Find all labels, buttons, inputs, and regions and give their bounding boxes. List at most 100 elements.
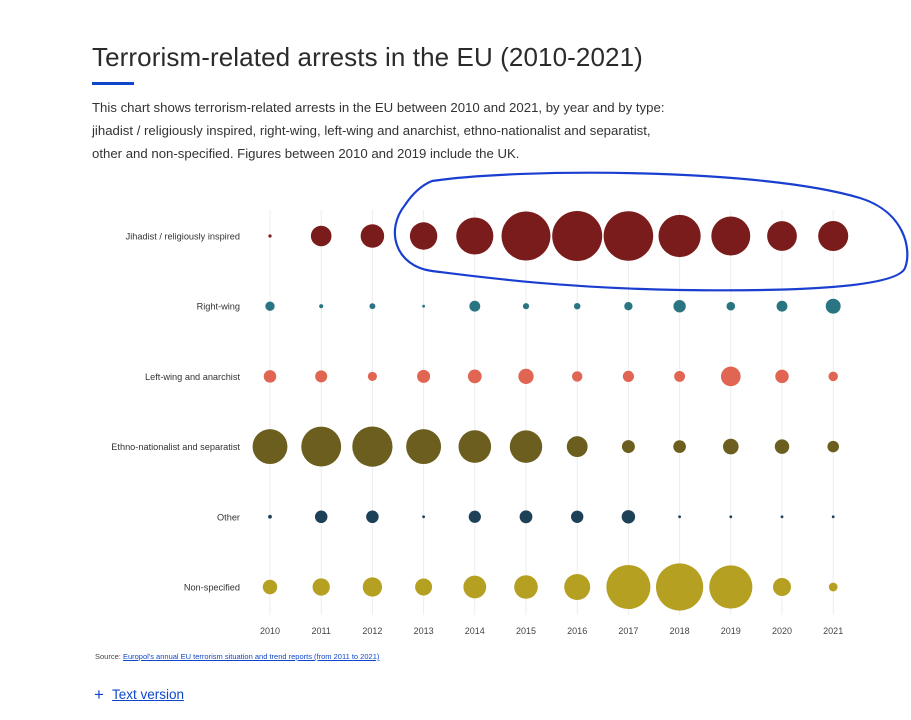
bubble[interactable]: Non-specified 2021: 22 (828, 582, 838, 592)
bubble[interactable]: Non-specified 2019: 536 (709, 565, 753, 609)
bubble[interactable]: Right-wing 2015: 11 (522, 303, 530, 310)
bubble[interactable]: Other 2017: 52 (621, 510, 636, 524)
bubble[interactable]: Right-wing 2018: 44 (673, 300, 686, 313)
bubble[interactable]: Jihadist / religiously inspired 2020: 25… (767, 221, 797, 251)
bubble[interactable]: Other 2021: 2 (831, 515, 835, 519)
plus-icon: + (94, 685, 104, 704)
x-tick-label: 2011 (312, 626, 331, 636)
x-tick-label: 2017 (618, 626, 638, 636)
bubble[interactable]: Non-specified 2013: 83 (415, 578, 433, 596)
bubble[interactable]: Ethno-nationalist and separatist 2016: 1… (566, 436, 588, 458)
bubble[interactable]: Ethno-nationalist and separatist 2020: 6… (774, 439, 790, 454)
page-title: Terrorism-related arrests in the EU (201… (92, 42, 643, 72)
bubble[interactable]: Left-wing and anarchist 2018: 34 (674, 370, 686, 382)
x-tick-label: 2015 (516, 626, 536, 636)
bubble[interactable]: Ethno-nationalist and separatist 2021: 3… (827, 440, 839, 453)
x-tick-label: 2019 (721, 626, 741, 636)
x-tick-label: 2016 (567, 626, 587, 636)
row-label: Ethno-nationalist and separatist (111, 442, 240, 452)
bubble[interactable]: Non-specified 2011: 86 (312, 578, 330, 596)
bubble[interactable]: Ethno-nationalist and separatist 2012: 4… (352, 426, 393, 467)
bubble[interactable]: Jihadist / religiously inspired 2010: 3 (268, 234, 272, 238)
bubble[interactable]: Non-specified 2015: 160 (514, 575, 538, 599)
bubble[interactable]: Jihadist / religiously inspired 2013: 21… (409, 222, 438, 250)
bubble[interactable]: Non-specified 2016: 194 (564, 574, 591, 600)
bubble[interactable]: Left-wing and anarchist 2019: 111 (720, 366, 741, 387)
chart-description: This chart shows terrorism-related arres… (92, 100, 665, 161)
bubble[interactable]: Left-wing and anarchist 2015: 67 (518, 368, 534, 385)
bubble[interactable]: Ethno-nationalist and separatist 2015: 3… (509, 430, 543, 463)
bubble[interactable]: Left-wing and anarchist 2021: 26 (828, 371, 838, 382)
bubble[interactable]: Ethno-nationalist and separatist 2010: 3… (252, 429, 288, 465)
x-tick-label: 2014 (465, 626, 485, 636)
bubble[interactable]: Left-wing and anarchist 2017: 36 (622, 370, 634, 382)
bubble[interactable]: Other 2016: 44 (571, 510, 584, 523)
bubble[interactable]: Right-wing 2012: 10 (369, 303, 376, 310)
bubble[interactable]: Jihadist / religiously inspired 2016: 71… (552, 211, 603, 261)
bubble[interactable]: Right-wing 2017: 20 (624, 302, 633, 311)
row-label: Other (217, 512, 240, 522)
source-note: Source: Europol's annual EU terrorism si… (95, 652, 379, 661)
bubble[interactable]: Left-wing and anarchist 2013: 49 (417, 369, 431, 383)
bubble[interactable]: Right-wing 2021: 64 (825, 298, 841, 314)
bubble[interactable]: Other 2020: 1 (780, 515, 784, 519)
bubble[interactable]: Right-wing 2010: 25 (265, 301, 275, 311)
x-tick-label: 2010 (260, 626, 280, 636)
x-tick-label: 2020 (772, 626, 792, 636)
bubble[interactable]: Other 2010: 4 (268, 514, 272, 519)
bubble[interactable]: Ethno-nationalist and separatist 2017: 4… (621, 440, 635, 454)
bubble[interactable]: Left-wing and anarchist 2020: 52 (775, 369, 789, 384)
title-underline (92, 82, 134, 85)
x-tick-label: 2012 (362, 626, 382, 636)
bubble[interactable]: Non-specified 2020: 93 (773, 578, 791, 596)
bubble[interactable]: Right-wing 2011: 5 (319, 304, 324, 309)
bubble[interactable]: Other 2018: 1 (678, 515, 681, 519)
bubble[interactable]: Ethno-nationalist and separatist 2018: 4… (673, 440, 686, 453)
bubble[interactable]: Non-specified 2012: 107 (362, 577, 383, 597)
bubble[interactable]: Jihadist / religiously inspired 2021: 26… (818, 220, 849, 252)
bubble[interactable]: Right-wing 2016: 12 (573, 302, 581, 310)
bubble[interactable]: Left-wing and anarchist 2011: 42 (315, 370, 328, 383)
bubble-chart: Jihadist / religiously inspired Jihadist … (111, 210, 849, 636)
bubble[interactable]: Other 2015: 47 (519, 510, 533, 524)
bubble[interactable]: Left-wing and anarchist 2012: 24 (367, 371, 377, 381)
bubble[interactable]: Right-wing 2019: 21 (726, 301, 736, 311)
source-link[interactable]: Europol's annual EU terrorism situation … (122, 652, 380, 661)
bubble[interactable]: Other 2014: 43 (468, 510, 481, 523)
bubble[interactable]: Jihadist / religiously inspired 2019: 43… (711, 216, 751, 256)
bubble[interactable]: Left-wing and anarchist 2016: 31 (572, 371, 583, 382)
bubble[interactable]: Jihadist / religiously inspired 2012: 15… (360, 224, 385, 248)
x-tick-label: 2021 (823, 626, 843, 636)
text-version-toggle[interactable]: + Text version (94, 686, 184, 703)
x-tick-label: 2013 (414, 626, 434, 636)
bubble[interactable]: Left-wing and anarchist 2014: 54 (467, 369, 482, 384)
text-version-label: Text version (111, 687, 184, 702)
row-label: Non-specified (184, 583, 240, 593)
bubble[interactable]: Right-wing 2013: 2 (422, 304, 425, 308)
bubble[interactable]: Non-specified 2018: 640 (655, 563, 704, 611)
bubble[interactable]: Jihadist / religiously inspired 2015: 68… (501, 211, 551, 261)
bubble[interactable]: Other 2012: 45 (366, 510, 379, 524)
bubble[interactable]: Ethno-nationalist and separatist 2019: 7… (722, 438, 739, 455)
bubble[interactable]: Other 2013: 2 (422, 515, 425, 519)
bubble[interactable]: Jihadist / religiously inspired 2017: 70… (603, 211, 654, 261)
bubble[interactable]: Non-specified 2014: 149 (463, 575, 487, 599)
bubble[interactable]: Left-wing and anarchist 2010: 45 (263, 370, 277, 383)
row-label: Left-wing and anarchist (145, 372, 240, 382)
bubble[interactable]: Jihadist / religiously inspired 2014: 39… (456, 217, 494, 255)
bubble[interactable]: Ethno-nationalist and separatist 2014: 3… (458, 430, 492, 463)
bubble[interactable]: Ethno-nationalist and separatist 2013: 3… (406, 429, 442, 465)
row-label: Right-wing (197, 302, 240, 312)
x-tick-label: 2018 (670, 626, 690, 636)
bubble[interactable]: Other 2019: 1 (729, 515, 733, 519)
row-label: Jihadist / religiously inspired (126, 232, 240, 242)
bubble[interactable]: Other 2011: 45 (314, 510, 328, 524)
bubble[interactable]: Right-wing 2014: 34 (469, 300, 481, 312)
bubble[interactable]: Ethno-nationalist and separatist 2011: 4… (301, 426, 342, 467)
bubble[interactable]: Jihadist / religiously inspired 2018: 51… (658, 214, 701, 258)
bubble[interactable]: Non-specified 2017: 558 (606, 564, 651, 610)
bubble[interactable]: Right-wing 2020: 34 (776, 300, 788, 312)
bubble[interactable]: Non-specified 2010: 60 (262, 579, 278, 595)
bubble[interactable]: Jihadist / religiously inspired 2011: 12… (310, 225, 332, 247)
source-prefix: Source: (95, 652, 123, 661)
